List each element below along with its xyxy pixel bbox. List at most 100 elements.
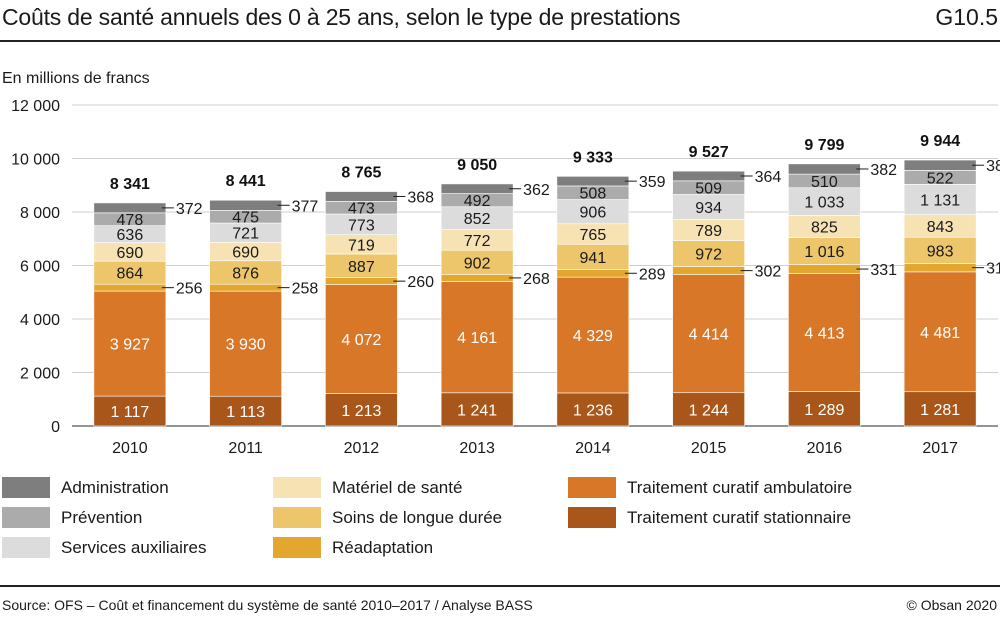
data-label: 386 bbox=[986, 158, 1000, 175]
data-label: 876 bbox=[232, 265, 259, 282]
x-tick-label: 2015 bbox=[691, 440, 727, 457]
data-label: 1 289 bbox=[804, 402, 844, 419]
bar-segment bbox=[325, 393, 398, 427]
total-label: 9 050 bbox=[457, 157, 497, 174]
bar-segment bbox=[556, 199, 630, 225]
bar-segment bbox=[325, 277, 398, 285]
legend-swatch bbox=[2, 477, 50, 498]
bar-segment bbox=[325, 284, 398, 394]
bar-segment bbox=[556, 269, 630, 278]
y-axis-label: En millions de francs bbox=[2, 70, 150, 87]
data-label: 368 bbox=[407, 189, 434, 206]
data-label: 256 bbox=[176, 281, 203, 298]
data-label: 260 bbox=[407, 274, 434, 291]
bar-segment bbox=[672, 266, 745, 275]
x-tick-label: 2011 bbox=[228, 440, 263, 457]
data-label: 258 bbox=[292, 281, 319, 298]
data-label: 268 bbox=[523, 271, 550, 288]
data-label: 492 bbox=[464, 193, 491, 210]
bar-segment bbox=[903, 271, 977, 393]
bar-segment bbox=[325, 191, 398, 202]
data-label: 636 bbox=[117, 227, 144, 244]
chart-title: Coûts de santé annuels des 0 à 25 ans, s… bbox=[2, 4, 681, 30]
data-label: 362 bbox=[523, 182, 550, 199]
data-label: 1 016 bbox=[804, 244, 844, 261]
legend-swatch bbox=[568, 477, 616, 498]
data-label: 983 bbox=[927, 243, 954, 260]
data-label: 364 bbox=[755, 169, 782, 186]
y-tick-label: 12 000 bbox=[11, 98, 60, 115]
chart-code: G10.5 bbox=[935, 4, 998, 30]
header-divider bbox=[0, 40, 1000, 42]
bar-segment bbox=[903, 184, 977, 215]
y-tick-label: 6 000 bbox=[20, 259, 60, 276]
data-label: 1 281 bbox=[920, 402, 960, 419]
data-label: 4 072 bbox=[341, 332, 381, 349]
data-label: 721 bbox=[232, 226, 259, 243]
data-label: 789 bbox=[695, 223, 722, 240]
data-label: 690 bbox=[117, 245, 144, 262]
data-label: 510 bbox=[811, 174, 838, 191]
y-tick-label: 4 000 bbox=[20, 312, 60, 329]
legend-swatch bbox=[273, 537, 321, 558]
data-label: 719 bbox=[348, 237, 375, 254]
bar-segment bbox=[440, 392, 514, 427]
data-label: 508 bbox=[580, 186, 607, 203]
data-label: 475 bbox=[232, 210, 259, 227]
bar-segment bbox=[788, 391, 861, 427]
x-tick-label: 2012 bbox=[344, 440, 380, 457]
bar-segment bbox=[556, 276, 630, 394]
total-label: 9 527 bbox=[689, 144, 729, 161]
legend-swatch bbox=[568, 507, 616, 528]
legend-label: Administration bbox=[61, 478, 169, 497]
bar-segment bbox=[788, 237, 861, 265]
y-tick-label: 0 bbox=[51, 419, 60, 436]
data-label: 1 033 bbox=[804, 195, 844, 212]
legend-label: Prévention bbox=[61, 508, 142, 527]
data-label: 852 bbox=[464, 211, 491, 228]
data-label: 302 bbox=[755, 264, 782, 281]
data-label: 377 bbox=[292, 198, 319, 215]
data-label: 1 113 bbox=[226, 404, 265, 421]
x-tick-label: 2016 bbox=[807, 440, 843, 457]
data-label: 478 bbox=[117, 212, 144, 229]
data-label: 4 414 bbox=[689, 327, 729, 344]
source-note: Source: OFS – Coût et financement du sys… bbox=[2, 597, 533, 613]
bar-segment bbox=[672, 392, 745, 427]
data-label: 941 bbox=[580, 250, 607, 267]
data-label: 3 927 bbox=[110, 337, 150, 354]
data-label: 4 481 bbox=[920, 325, 960, 342]
footer-divider bbox=[0, 585, 1000, 587]
data-label: 4 161 bbox=[457, 330, 497, 347]
data-label: 690 bbox=[232, 245, 259, 262]
bar-segment bbox=[209, 283, 282, 292]
bar-segment bbox=[440, 281, 514, 394]
bar-segment bbox=[93, 290, 167, 397]
x-tick-label: 2010 bbox=[112, 440, 148, 457]
data-label: 372 bbox=[176, 201, 203, 218]
bar-segment bbox=[788, 187, 861, 216]
chart-header: Coûts de santé annuels des 0 à 25 ans, s… bbox=[0, 0, 1000, 38]
bar-segment bbox=[440, 183, 514, 194]
legend-label: Soins de longue durée bbox=[332, 508, 502, 527]
legend-label: Services auxiliaires bbox=[61, 538, 207, 557]
data-label: 473 bbox=[348, 201, 375, 218]
y-tick-label: 2 000 bbox=[20, 366, 60, 383]
data-label: 509 bbox=[695, 181, 722, 198]
data-label: 934 bbox=[695, 200, 722, 217]
data-label: 382 bbox=[870, 162, 897, 179]
bar-segment bbox=[556, 243, 630, 270]
bar-segment bbox=[93, 202, 167, 214]
data-label: 1 117 bbox=[110, 404, 149, 421]
bar-segment bbox=[93, 283, 167, 292]
stacked-bar-chart: En millions de francs 0 2 000 4 000 6 000 8 0… bbox=[2, 70, 1000, 558]
data-label: 1 213 bbox=[341, 403, 381, 420]
legend-swatch bbox=[2, 507, 50, 528]
copyright-note: © Obsan 2020 bbox=[906, 597, 998, 613]
data-label: 3 930 bbox=[226, 337, 266, 354]
legend-label: Traitement curatif ambulatoire bbox=[627, 478, 852, 497]
bar-segment bbox=[209, 290, 282, 397]
bar-segment bbox=[93, 395, 167, 427]
bar-segment bbox=[440, 274, 514, 282]
total-label: 8 765 bbox=[341, 165, 381, 182]
